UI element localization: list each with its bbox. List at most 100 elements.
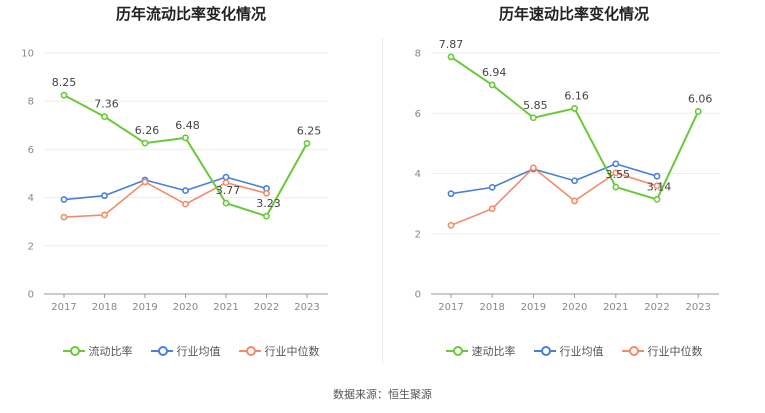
legend-label: 流动比率: [88, 345, 133, 358]
legend-item-avg[interactable]: 行业均值: [533, 343, 604, 359]
data-label: 6.94: [482, 66, 507, 79]
legend-line-icon: [62, 346, 85, 356]
data-point-main: [60, 91, 68, 99]
data-label: 3.14: [647, 180, 672, 193]
data-point-median: [612, 169, 620, 177]
data-point-avg: [653, 172, 661, 180]
legend-label: 行业中位数: [647, 345, 703, 358]
legend-label: 行业中位数: [264, 345, 320, 358]
chart-legend: 速动比率 行业均值 行业中位数: [383, 343, 765, 359]
data-point-main: [222, 199, 230, 207]
x-tick-label: 2018: [479, 302, 504, 313]
panel-divider: [382, 38, 383, 363]
data-point-median: [60, 213, 68, 221]
x-tick-label: 2019: [521, 302, 546, 313]
x-tick-label: 2021: [603, 302, 628, 313]
data-label: 3.55: [606, 168, 631, 181]
y-tick-label: 2: [415, 229, 421, 240]
data-label: 7.36: [94, 98, 119, 111]
legend-label: 速动比率: [471, 345, 516, 358]
data-label: 3.23: [256, 197, 281, 210]
y-tick-label: 8: [415, 49, 421, 60]
legend-item-median[interactable]: 行业中位数: [238, 343, 320, 359]
data-point-main: [529, 114, 537, 122]
x-tick-label: 2022: [644, 302, 669, 313]
x-tick-label: 2023: [685, 302, 710, 313]
data-label: 6.26: [135, 124, 160, 137]
series-line-median: [63, 181, 267, 218]
y-tick-label: 6: [28, 145, 34, 156]
data-point-avg: [571, 177, 578, 185]
x-tick-label: 2021: [213, 302, 238, 313]
data-label: 3.77: [216, 184, 241, 197]
data-point-avg: [488, 183, 496, 191]
data-point-avg: [612, 160, 620, 168]
data-point-median: [182, 200, 189, 208]
series-line-median: [450, 166, 658, 227]
data-point-median: [653, 182, 661, 190]
data-point-median: [529, 164, 537, 172]
x-tick-label: 2018: [92, 302, 117, 313]
chart-plot: 0 2 4 6 8 10 2017 2018 2019 2020 2021 2022 2023 8.25 7…: [21, 49, 328, 313]
legend-item-main[interactable]: 速动比率: [445, 343, 516, 359]
chart-plot: 0 2 4 6 8 2017 2018 2019 2020 2021 2022 2023 7.87 6.9…: [415, 38, 719, 313]
data-point-main: [101, 113, 108, 121]
data-point-median: [263, 189, 270, 197]
x-tick-label: 2020: [173, 302, 198, 313]
data-point-avg: [101, 192, 108, 200]
data-point-main: [303, 139, 311, 147]
y-tick-label: 8: [28, 97, 34, 108]
chart-title: 历年流动比率变化情况: [115, 5, 266, 23]
x-tick-label: 2023: [294, 302, 319, 313]
chart-legend: 流动比率 行业均值 行业中位数: [0, 343, 382, 359]
data-label: 6.48: [175, 119, 200, 132]
data-point-main: [447, 53, 455, 61]
data-point-median: [571, 197, 578, 205]
chart-title: 历年速动比率变化情况: [498, 5, 649, 23]
y-tick-label: 10: [21, 49, 34, 60]
y-tick-label: 0: [415, 290, 421, 301]
chart-panel-current-ratio: 历年流动比率变化情况 0 2 4 6 8 10 2017 2018 2019 2020 2021 20…: [0, 0, 382, 375]
x-tick-label: 2017: [438, 302, 463, 313]
data-point-main: [653, 196, 661, 203]
data-label: 8.25: [52, 76, 77, 89]
y-tick-label: 0: [28, 290, 34, 301]
legend-item-main[interactable]: 流动比率: [62, 343, 133, 359]
data-point-main: [182, 134, 189, 142]
data-point-avg: [182, 187, 189, 195]
x-tick-label: 2022: [254, 302, 279, 313]
legend-line-icon: [238, 346, 261, 356]
data-point-avg: [447, 190, 455, 198]
series-line-avg: [63, 176, 267, 201]
legend-item-median[interactable]: 行业中位数: [621, 343, 703, 359]
data-label: 6.25: [297, 124, 322, 137]
x-tick-label: 2017: [51, 302, 76, 313]
legend-line-icon: [445, 346, 468, 356]
data-point-main: [141, 139, 149, 147]
data-point-median: [101, 211, 108, 219]
data-point-median: [222, 179, 230, 187]
y-tick-label: 4: [28, 193, 34, 204]
data-label: 5.85: [523, 99, 548, 112]
data-point-main: [612, 183, 620, 191]
data-point-main: [571, 105, 578, 112]
y-tick-label: 4: [415, 169, 421, 180]
data-point-main: [263, 212, 270, 220]
x-tick-label: 2019: [132, 302, 157, 313]
chart-panel-quick-ratio: 历年速动比率变化情况 0 2 4 6 8 2017 2018 2019 2020 2021 2022…: [383, 0, 765, 375]
legend-line-icon: [533, 346, 556, 356]
y-tick-label: 2: [28, 241, 34, 252]
data-label: 6.16: [564, 89, 589, 102]
data-point-main: [488, 81, 496, 89]
x-tick-label: 2020: [562, 302, 587, 313]
data-point-median: [141, 178, 149, 186]
legend-line-icon: [621, 346, 644, 356]
data-point-median: [447, 221, 455, 229]
data-label: 6.06: [688, 92, 713, 105]
series-line-avg: [450, 163, 658, 195]
legend-item-avg[interactable]: 行业均值: [150, 343, 221, 359]
legend-label: 行业均值: [559, 345, 604, 358]
y-tick-label: 6: [415, 109, 421, 120]
data-source-note: 数据来源：恒生聚源: [333, 388, 432, 401]
legend-line-icon: [150, 346, 173, 356]
